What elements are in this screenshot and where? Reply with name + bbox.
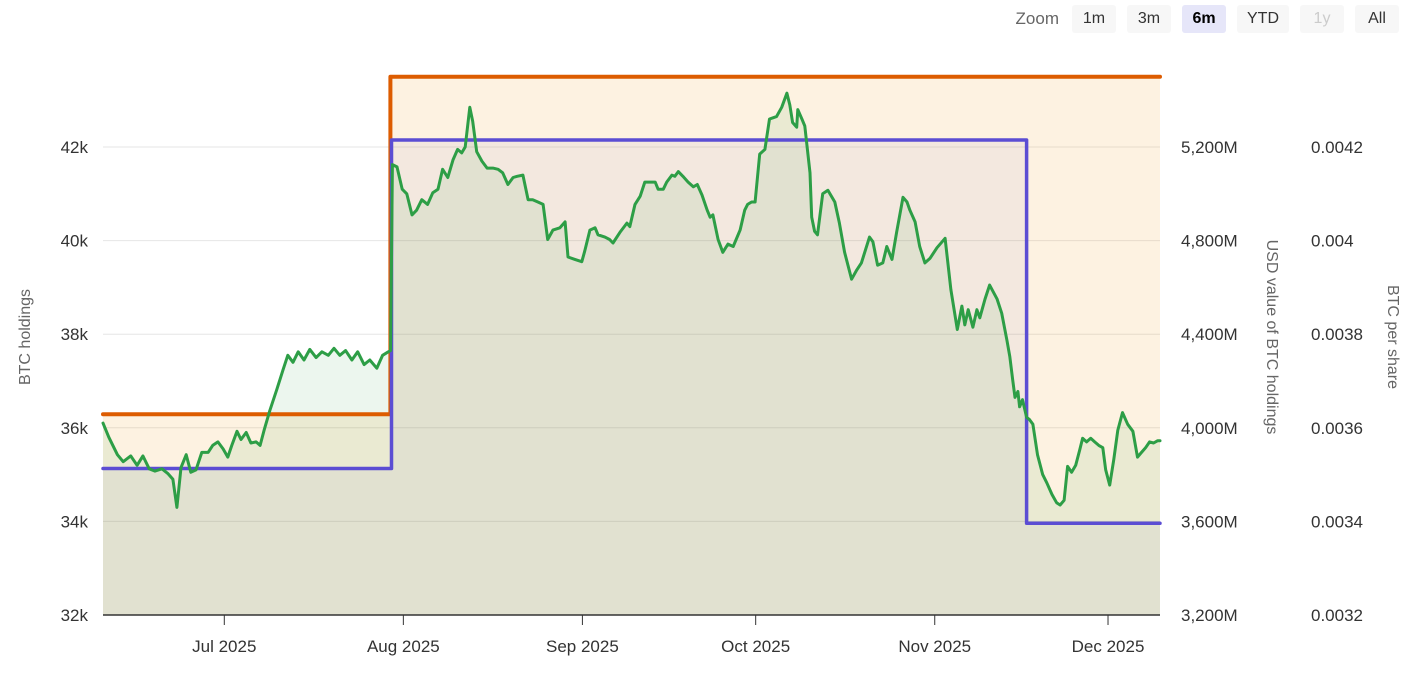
left-axis-tick-label: 38k bbox=[61, 325, 89, 344]
usd-axis-tick-label: 4,800M bbox=[1181, 232, 1238, 251]
zoom-buttons-group: 1m 3m 6m YTD 1y All bbox=[1072, 5, 1399, 33]
x-axis-tick-label: Dec 2025 bbox=[1072, 637, 1145, 656]
left-axis-tick-label: 32k bbox=[61, 606, 89, 625]
usd-value-of-btc-holdings-series-line[interactable] bbox=[101, 91, 1162, 509]
left-axis-tick-label: 42k bbox=[61, 138, 89, 157]
share-axis-title: BTC per share bbox=[1384, 285, 1401, 389]
share-axis-tick-label: 0.0038 bbox=[1311, 325, 1363, 344]
zoom-button-ytd[interactable]: YTD bbox=[1237, 5, 1289, 33]
zoom-button-1m[interactable]: 1m bbox=[1072, 5, 1116, 33]
btc-per-share-series-line[interactable] bbox=[101, 138, 1162, 526]
usd-value-of-btc-holdings-series-area bbox=[103, 93, 1160, 615]
share-axis-tick-label: 0.0032 bbox=[1311, 606, 1363, 625]
left-axis-title: BTC holdings bbox=[17, 289, 34, 385]
x-axis-tick-label: Oct 2025 bbox=[721, 637, 790, 656]
left-axis-tick-label: 40k bbox=[61, 232, 89, 251]
share-axis-tick-label: 0.0036 bbox=[1311, 419, 1363, 438]
x-axis-tick-label: Nov 2025 bbox=[898, 637, 971, 656]
zoom-button-all[interactable]: All bbox=[1355, 5, 1399, 33]
left-axis-tick-label: 36k bbox=[61, 419, 89, 438]
zoom-button-6m[interactable]: 6m bbox=[1182, 5, 1226, 33]
zoom-button-3m[interactable]: 3m bbox=[1127, 5, 1171, 33]
usd-axis-title: USD value of BTC holdings bbox=[1263, 240, 1280, 435]
zoom-toolbar-label: Zoom bbox=[1015, 9, 1059, 28]
usd-axis-tick-label: 5,200M bbox=[1181, 138, 1238, 157]
x-axis-tick-label: Sep 2025 bbox=[546, 637, 619, 656]
usd-axis-tick-label: 3,600M bbox=[1181, 512, 1238, 531]
usd-axis-tick-label: 4,400M bbox=[1181, 325, 1238, 344]
usd-axis-tick-label: 4,000M bbox=[1181, 419, 1238, 438]
share-axis-tick-label: 0.004 bbox=[1311, 232, 1354, 251]
zoom-toolbar: Zoom 1m 3m 6m YTD 1y All bbox=[1016, 5, 1399, 33]
btc-holdings-series-area bbox=[103, 76, 1160, 616]
left-axis-tick-label: 34k bbox=[61, 512, 89, 531]
x-axis-tick-label: Aug 2025 bbox=[367, 637, 440, 656]
usd-axis-tick-label: 3,200M bbox=[1181, 606, 1238, 625]
zoom-button-1y: 1y bbox=[1300, 5, 1344, 33]
btc-per-share-series-area bbox=[103, 140, 1160, 615]
x-axis-tick-label: Jul 2025 bbox=[192, 637, 256, 656]
share-axis-tick-label: 0.0034 bbox=[1311, 512, 1363, 531]
share-axis-tick-label: 0.0042 bbox=[1311, 138, 1363, 157]
